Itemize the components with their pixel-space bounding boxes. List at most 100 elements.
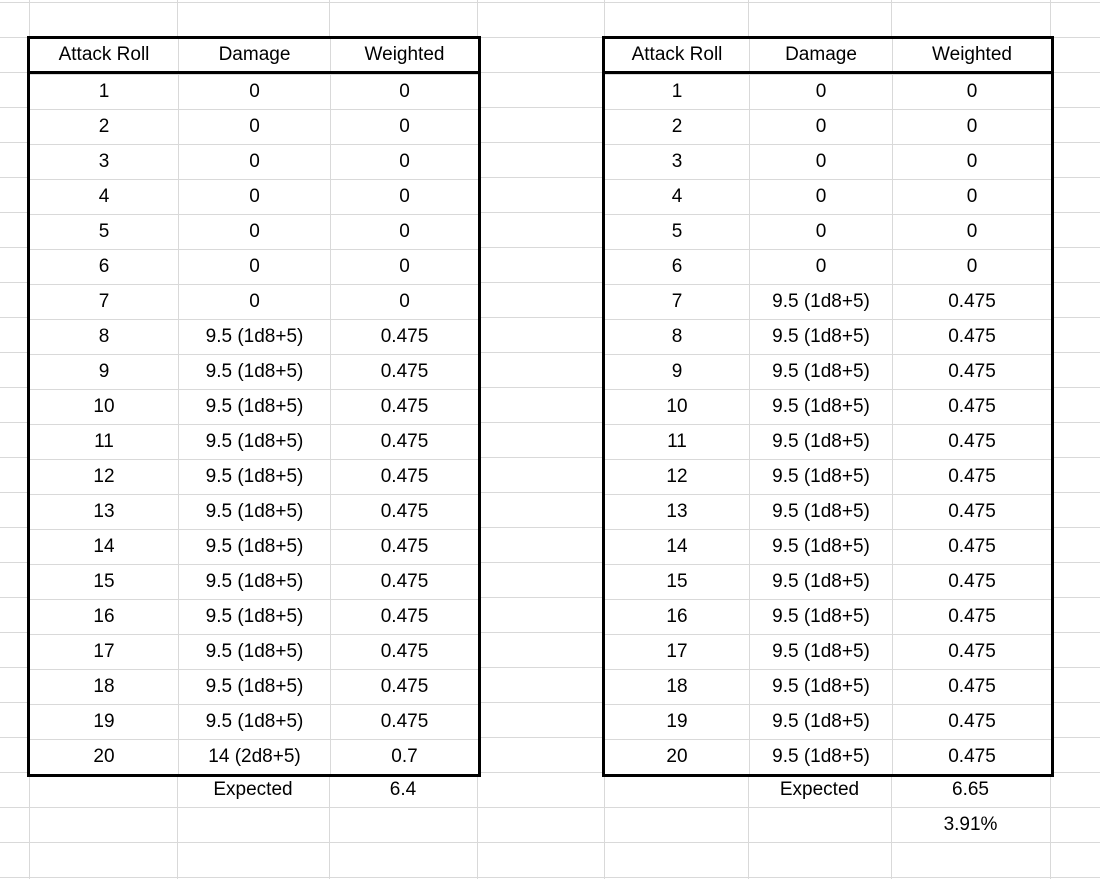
cell-attack-roll[interactable]: 15 — [93, 571, 115, 592]
cell-weighted[interactable]: 0 — [892, 75, 1051, 109]
cell-damage[interactable]: 9.5 (1d8+5) — [749, 600, 892, 634]
percent-value[interactable]: 3.91% — [943, 814, 998, 835]
cell-weighted[interactable]: 0.475 — [892, 565, 1051, 599]
cell-attack-roll[interactable]: 4 — [98, 186, 110, 207]
cell-attack-roll[interactable]: 10 — [666, 396, 688, 417]
header-weighted[interactable]: Weighted — [892, 39, 1051, 71]
cell-attack-roll[interactable]: 11 — [94, 431, 114, 452]
cell-damage[interactable]: 0 — [749, 215, 892, 249]
cell-attack-roll[interactable]: 1 — [98, 81, 110, 102]
header-damage[interactable]: Damage — [178, 39, 330, 71]
cell-attack-roll[interactable]: 8 — [98, 326, 110, 347]
cell-attack-roll[interactable]: 13 — [93, 501, 115, 522]
cell-damage[interactable]: 9.5 (1d8+5) — [749, 320, 892, 354]
cell-weighted[interactable]: 0.475 — [892, 530, 1051, 564]
cell-weighted[interactable]: 0.475 — [330, 355, 478, 389]
cell-weighted[interactable]: 0.475 — [330, 705, 478, 739]
cell-damage[interactable]: 9.5 (1d8+5) — [178, 460, 330, 494]
cell-weighted[interactable]: 0 — [330, 75, 478, 109]
cell-damage[interactable]: 9.5 (1d8+5) — [749, 355, 892, 389]
cell-attack-roll[interactable]: 20 — [93, 746, 115, 767]
cell-attack-roll[interactable]: 11 — [667, 431, 687, 452]
cell-attack-roll[interactable]: 20 — [666, 746, 688, 767]
cell-damage[interactable]: 9.5 (1d8+5) — [749, 635, 892, 669]
cell-attack-roll[interactable]: 13 — [666, 501, 688, 522]
cell-attack-roll[interactable]: 16 — [666, 606, 688, 627]
cell-attack-roll[interactable]: 16 — [93, 606, 115, 627]
cell-attack-roll[interactable]: 7 — [98, 291, 110, 312]
cell-attack-roll[interactable]: 18 — [93, 676, 115, 697]
cell-attack-roll[interactable]: 7 — [671, 291, 683, 312]
cell-weighted[interactable]: 0.475 — [330, 320, 478, 354]
cell-weighted[interactable]: 0.475 — [892, 495, 1051, 529]
cell-damage[interactable]: 9.5 (1d8+5) — [749, 390, 892, 424]
cell-damage[interactable]: 9.5 (1d8+5) — [178, 705, 330, 739]
cell-attack-roll[interactable]: 8 — [671, 326, 683, 347]
cell-weighted[interactable]: 0.475 — [330, 425, 478, 459]
cell-weighted[interactable]: 0.475 — [330, 390, 478, 424]
header-attack-roll[interactable]: Attack Roll — [631, 44, 723, 65]
cell-attack-roll[interactable]: 12 — [666, 466, 688, 487]
cell-damage[interactable]: 0 — [749, 180, 892, 214]
cell-damage[interactable]: 9.5 (1d8+5) — [178, 355, 330, 389]
cell-attack-roll[interactable]: 9 — [98, 361, 110, 382]
cell-weighted[interactable]: 0.7 — [330, 740, 478, 774]
cell-weighted[interactable]: 0 — [892, 110, 1051, 144]
cell-damage[interactable]: 9.5 (1d8+5) — [178, 425, 330, 459]
cell-attack-roll[interactable]: 17 — [666, 641, 688, 662]
cell-weighted[interactable]: 0.475 — [330, 530, 478, 564]
cell-attack-roll[interactable]: 19 — [666, 711, 688, 732]
cell-damage[interactable]: 0 — [178, 145, 330, 179]
cell-weighted[interactable]: 0.475 — [330, 600, 478, 634]
cell-attack-roll[interactable]: 3 — [671, 151, 683, 172]
cell-attack-roll[interactable]: 19 — [93, 711, 115, 732]
cell-weighted[interactable]: 0 — [330, 250, 478, 284]
cell-weighted[interactable]: 0.475 — [330, 635, 478, 669]
cell-damage[interactable]: 9.5 (1d8+5) — [749, 705, 892, 739]
cell-weighted[interactable]: 0.475 — [892, 355, 1051, 389]
expected-value-left[interactable]: 6.4 — [389, 779, 417, 800]
cell-weighted[interactable]: 0 — [330, 110, 478, 144]
cell-damage[interactable]: 9.5 (1d8+5) — [749, 495, 892, 529]
cell-damage[interactable]: 9.5 (1d8+5) — [178, 530, 330, 564]
cell-weighted[interactable]: 0 — [892, 250, 1051, 284]
cell-damage[interactable]: 0 — [178, 180, 330, 214]
cell-damage[interactable]: 14 (2d8+5) — [178, 740, 330, 774]
cell-damage[interactable]: 9.5 (1d8+5) — [178, 670, 330, 704]
cell-weighted[interactable]: 0.475 — [892, 670, 1051, 704]
cell-damage[interactable]: 9.5 (1d8+5) — [749, 565, 892, 599]
cell-attack-roll[interactable]: 5 — [98, 221, 110, 242]
cell-attack-roll[interactable]: 10 — [93, 396, 115, 417]
cell-damage[interactable]: 9.5 (1d8+5) — [749, 740, 892, 774]
cell-damage[interactable]: 9.5 (1d8+5) — [749, 670, 892, 704]
cell-damage[interactable]: 9.5 (1d8+5) — [178, 320, 330, 354]
cell-attack-roll[interactable]: 15 — [666, 571, 688, 592]
cell-damage[interactable]: 0 — [178, 110, 330, 144]
cell-damage[interactable]: 0 — [178, 75, 330, 109]
cell-weighted[interactable]: 0.475 — [892, 390, 1051, 424]
cell-weighted[interactable]: 0.475 — [330, 495, 478, 529]
cell-weighted[interactable]: 0 — [892, 215, 1051, 249]
cell-damage[interactable]: 9.5 (1d8+5) — [178, 635, 330, 669]
expected-label-left[interactable]: Expected — [213, 779, 293, 800]
cell-attack-roll[interactable]: 9 — [671, 361, 683, 382]
cell-attack-roll[interactable]: 12 — [93, 466, 115, 487]
cell-weighted[interactable]: 0.475 — [892, 705, 1051, 739]
cell-weighted[interactable]: 0 — [892, 180, 1051, 214]
cell-damage[interactable]: 9.5 (1d8+5) — [178, 600, 330, 634]
cell-attack-roll[interactable]: 17 — [93, 641, 115, 662]
cell-attack-roll[interactable]: 6 — [671, 256, 683, 277]
cell-attack-roll[interactable]: 14 — [93, 536, 115, 557]
cell-attack-roll[interactable]: 2 — [671, 116, 683, 137]
cell-damage[interactable]: 9.5 (1d8+5) — [749, 425, 892, 459]
cell-weighted[interactable]: 0 — [330, 145, 478, 179]
cell-weighted[interactable]: 0 — [330, 215, 478, 249]
cell-damage[interactable]: 9.5 (1d8+5) — [749, 530, 892, 564]
cell-weighted[interactable]: 0 — [330, 180, 478, 214]
header-damage[interactable]: Damage — [749, 39, 892, 71]
cell-attack-roll[interactable]: 3 — [98, 151, 110, 172]
header-attack-roll[interactable]: Attack Roll — [58, 44, 150, 65]
cell-weighted[interactable]: 0.475 — [892, 460, 1051, 494]
expected-label-right[interactable]: Expected — [779, 779, 860, 800]
cell-weighted[interactable]: 0 — [330, 285, 478, 319]
